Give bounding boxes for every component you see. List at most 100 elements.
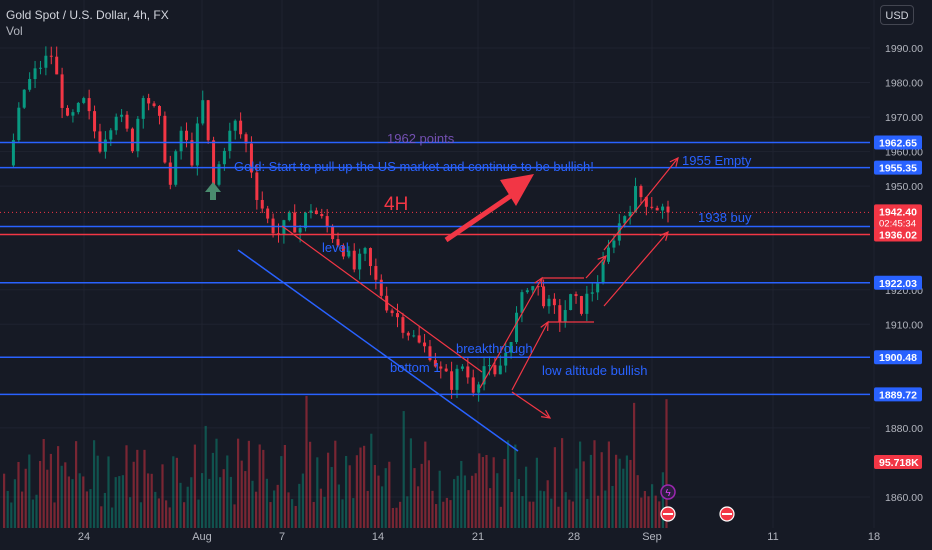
volume-bar (247, 440, 250, 528)
candle (287, 212, 291, 221)
price-tag-1922.03: 1922.03 (879, 278, 917, 290)
volume-bar (406, 496, 409, 528)
y-tick-label: 1880.00 (885, 423, 923, 435)
candle (655, 207, 659, 211)
volume-bar (445, 497, 448, 528)
volume-bar (118, 476, 121, 528)
volume-bar (287, 492, 290, 528)
volume-bar (222, 469, 225, 528)
volume-bar (107, 456, 110, 528)
volume-bar (3, 473, 6, 528)
candle (666, 206, 670, 213)
candle (325, 216, 329, 227)
candle (157, 106, 161, 116)
candle (76, 102, 80, 113)
candle (168, 162, 172, 185)
annotation-2: 1955 Empty (682, 153, 752, 168)
candle (590, 292, 594, 294)
volume-bar (78, 473, 81, 528)
volume-bar (528, 501, 531, 528)
channel-upper-arrow[interactable] (603, 157, 679, 251)
volume-bar (575, 468, 578, 528)
candle (558, 305, 562, 322)
arrow-down-projection[interactable] (511, 391, 551, 419)
volume-bar (651, 484, 654, 528)
x-tick-label: 11 (767, 531, 778, 543)
candle (141, 98, 145, 119)
price-tag-1936.02: 1936.02 (879, 229, 917, 241)
price-tag-1900.48-bg (874, 350, 922, 365)
candle (585, 293, 589, 314)
candle (55, 56, 59, 75)
arrow-up-3[interactable] (585, 255, 607, 279)
volume-bar (535, 457, 538, 528)
candle (120, 114, 124, 117)
dividend-event-icon[interactable] (660, 484, 676, 500)
candle (147, 98, 151, 104)
candle (17, 107, 21, 141)
arrow-up-3-head (597, 254, 607, 265)
volume-bar (100, 506, 103, 528)
volume-bar (319, 488, 322, 528)
candle (222, 150, 226, 165)
bar-countdown: 02:45:34 (879, 218, 916, 229)
candle (617, 223, 621, 241)
volume-bar (42, 439, 45, 528)
candle (304, 212, 308, 229)
volume-bar (316, 457, 319, 528)
volume-bar (352, 498, 355, 528)
candle (201, 100, 205, 124)
trendline-lower[interactable] (237, 249, 519, 452)
annotation-4: 1938 buy (698, 210, 752, 225)
volume-bar (600, 452, 603, 528)
big-bullish-arrow[interactable] (444, 190, 517, 243)
volume-bar (431, 490, 434, 528)
annotation-7: bottom 1 (390, 360, 441, 375)
trendline-upper[interactable] (281, 225, 483, 373)
volume-bar (35, 494, 38, 528)
candle (498, 365, 502, 375)
volume-bar (60, 465, 63, 528)
arrow-breakout[interactable] (479, 277, 543, 389)
volume-bar (489, 488, 492, 528)
volume-bar (579, 441, 582, 528)
volume-bar (258, 444, 261, 528)
us-flag-stripe (722, 513, 732, 515)
volume-bar (463, 475, 466, 528)
candle (390, 310, 394, 314)
volume-bar (190, 477, 193, 528)
volume-bar (276, 484, 279, 528)
volume-bar (229, 476, 232, 528)
volume-bar (409, 438, 412, 528)
arrow-up-2[interactable] (511, 321, 549, 391)
volume-bar (557, 506, 560, 528)
candle (44, 55, 48, 68)
volume-bar (323, 496, 326, 528)
volume-bar (478, 453, 481, 528)
candle (574, 294, 578, 297)
volume-bar (550, 498, 553, 528)
x-tick-label: 18 (868, 531, 880, 543)
volume-bar (442, 501, 445, 528)
volume-bar (564, 492, 567, 528)
price-tag-1889.72: 1889.72 (879, 389, 917, 401)
candle (336, 239, 340, 246)
candle (417, 335, 421, 343)
volume-bar (348, 465, 351, 528)
candle (341, 245, 345, 257)
price-tag-1955.35: 1955.35 (879, 163, 917, 175)
volume-indicator-label[interactable]: Vol (6, 24, 23, 38)
candle (455, 368, 459, 390)
candle (406, 332, 410, 336)
channel-lower-arrow[interactable] (603, 231, 669, 307)
candle (596, 283, 600, 293)
volume-bar (377, 475, 380, 528)
candle (60, 74, 64, 108)
volume-bar (435, 504, 438, 528)
volume-bar (64, 462, 67, 528)
candle (125, 114, 129, 129)
currency-button[interactable]: USD (880, 5, 914, 25)
candle (98, 131, 102, 152)
annotation-5: level (322, 240, 349, 255)
